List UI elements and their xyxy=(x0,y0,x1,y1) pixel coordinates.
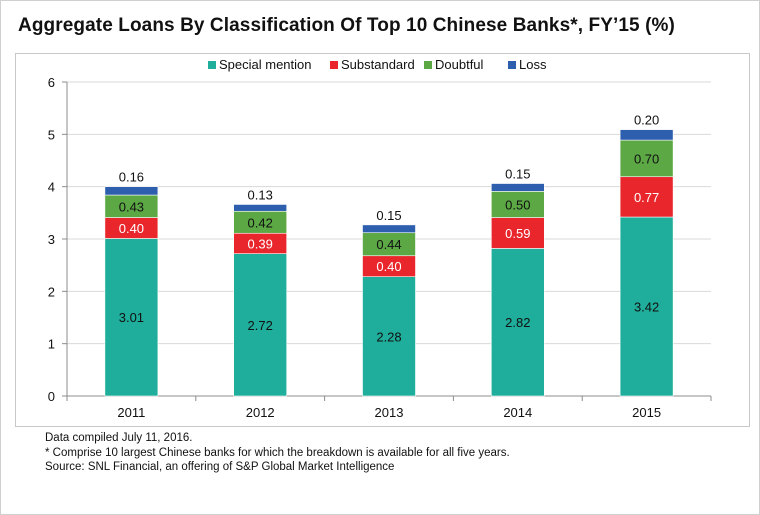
bar-segment-special-mention xyxy=(490,248,545,397)
bar-segment-doubtful xyxy=(490,191,545,218)
data-label: 0.40 xyxy=(376,259,401,274)
data-label: 0.15 xyxy=(376,208,401,223)
x-tick-label: 2013 xyxy=(375,405,404,420)
y-tick-label: 3 xyxy=(48,232,55,247)
data-label: 0.43 xyxy=(119,199,144,214)
bar-segment-doubtful xyxy=(619,139,674,178)
bar-segment-substandard xyxy=(619,176,674,218)
y-tick-label: 5 xyxy=(48,127,55,142)
data-label: 0.40 xyxy=(119,221,144,236)
bar-segment-substandard xyxy=(490,217,545,249)
bar-segment-loss xyxy=(233,204,287,212)
bar-segment-loss xyxy=(362,224,416,234)
bar-segment-special-mention xyxy=(104,238,159,397)
chart-title: Aggregate Loans By Classification Of Top… xyxy=(18,15,675,36)
stacked-bar-chart: 0 1 2 3 4 5 6 3.01 0.40 0.43 0.16 2011 2.72 0.39 0.42 0… xyxy=(48,57,712,420)
data-label: 0.50 xyxy=(505,197,530,212)
legend-swatch xyxy=(424,61,432,69)
data-label: 3.01 xyxy=(119,310,144,325)
data-label: 0.20 xyxy=(634,113,659,128)
data-label: 0.39 xyxy=(248,236,273,251)
data-label: 2.82 xyxy=(505,315,530,330)
footnote: * Comprise 10 largest Chinese banks for … xyxy=(45,446,510,459)
data-label: 0.70 xyxy=(634,151,659,166)
y-tick-label: 0 xyxy=(48,389,55,404)
bar-segment-special-mention xyxy=(362,276,416,397)
x-tick-label: 2015 xyxy=(632,405,661,420)
legend-label: Special mention xyxy=(219,57,312,72)
x-tick-label: 2011 xyxy=(117,405,145,420)
y-tick-label: 6 xyxy=(48,75,55,90)
bar-segment-special-mention xyxy=(619,216,674,397)
y-tick-label: 4 xyxy=(48,180,55,195)
legend-label: Substandard xyxy=(341,57,415,72)
data-label: 0.15 xyxy=(505,167,530,182)
bar-segment-loss xyxy=(490,183,545,192)
y-tick-label: 2 xyxy=(48,284,55,299)
legend-label: Loss xyxy=(519,57,547,72)
data-label: 0.59 xyxy=(505,226,530,241)
legend-swatch xyxy=(508,61,516,69)
data-label: 0.16 xyxy=(119,170,144,185)
plot-area-border xyxy=(15,53,750,427)
bar-segment-special-mention xyxy=(233,253,287,397)
data-label: 0.44 xyxy=(376,237,401,252)
y-tick-label: 1 xyxy=(48,337,55,352)
data-label: 0.13 xyxy=(248,187,273,202)
data-label: 0.77 xyxy=(634,190,659,205)
chart-notes: Data compiled July 11, 2016. * Comprise … xyxy=(45,431,510,475)
data-compiled-note: Data compiled July 11, 2016. xyxy=(45,432,193,444)
bar-segment-loss xyxy=(104,186,159,196)
bar-segment-loss xyxy=(619,129,674,141)
legend-swatch xyxy=(208,61,216,69)
legend-label: Doubtful xyxy=(435,57,484,72)
x-tick-label: 2014 xyxy=(503,405,532,420)
data-label: 2.72 xyxy=(248,318,273,333)
data-label: 3.42 xyxy=(634,300,659,315)
data-label: 0.42 xyxy=(248,215,273,230)
source-note: Source: SNL Financial, an offering of S&… xyxy=(45,461,395,473)
data-label: 2.28 xyxy=(376,329,401,344)
legend-swatch xyxy=(330,61,338,69)
x-tick-label: 2012 xyxy=(246,405,275,420)
